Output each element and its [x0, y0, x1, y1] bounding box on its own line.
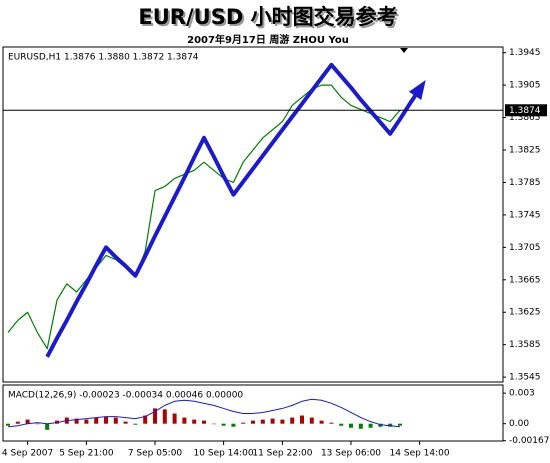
macd-bar	[45, 423, 50, 430]
arrowhead	[408, 80, 426, 101]
info-text: EURUSD,H1 1.3876 1.3880 1.3872 1.3874	[8, 53, 199, 63]
macd-bar	[104, 416, 108, 424]
macd-bar	[35, 423, 40, 425]
macd-bar	[398, 423, 402, 426]
macd-bar	[202, 420, 206, 424]
y-tick-label: 1.3625	[509, 308, 541, 318]
macd-bar	[368, 423, 373, 428]
macd-bar	[329, 422, 334, 424]
macd-bar	[319, 420, 324, 424]
shift-marker	[400, 48, 408, 53]
main-panel	[2, 46, 504, 383]
x-tick-label: 14 Sep 14:00	[390, 449, 450, 459]
macd-title: MACD(12,26,9) -0.00023 -0.00034 0.00046 …	[8, 391, 243, 401]
macd-bar	[339, 423, 344, 426]
x-tick-label: 13 Sep 06:00	[321, 449, 381, 459]
macd-panel	[2, 384, 504, 442]
macd-bar	[300, 415, 304, 424]
macd-bar	[172, 413, 177, 424]
x-tick-label: 5 Sep 21:00	[59, 449, 114, 459]
macd-bar	[231, 423, 236, 427]
macd-bar	[280, 419, 285, 424]
y-tick-label: 1.3945	[509, 48, 541, 58]
macd-bar	[290, 417, 295, 424]
last-price-box	[505, 104, 547, 117]
y-tick-label: 1.3825	[509, 146, 541, 156]
macd-bar	[378, 423, 383, 427]
price-line	[7, 84, 401, 350]
macd-bar	[6, 423, 10, 426]
macd-bar	[153, 408, 157, 424]
macd-bar	[358, 423, 363, 429]
y-tick-label: 1.3585	[509, 340, 541, 350]
x-tick-label: 7 Sep 05:00	[128, 449, 183, 459]
macd-bar	[309, 417, 314, 424]
macd-bar	[133, 423, 138, 425]
y-tick-label: 1.3665	[509, 275, 541, 285]
macd-bar	[192, 419, 197, 424]
macd-bar	[270, 418, 275, 424]
y-tick-label: 1.3545	[509, 373, 541, 383]
macd-bar	[211, 423, 216, 425]
y-tick-label: 1.3785	[509, 178, 541, 188]
macd-bar	[143, 415, 148, 424]
macd-bar	[25, 419, 30, 424]
macd-bar	[123, 421, 128, 424]
macd-bar	[182, 417, 187, 424]
chart-subtitle: 2007年9月17日 周游 ZHOU You	[187, 33, 349, 46]
title-shadow: EUR/USD 小时图交易参考	[140, 7, 399, 31]
macd-bar	[74, 418, 79, 424]
x-tick-label: 10 Sep 14:00	[194, 449, 254, 459]
y-tick-label: 0.003	[509, 389, 535, 399]
x-tick-label: 11 Sep 22:00	[252, 449, 312, 459]
y-tick-label: 1.3705	[509, 243, 541, 253]
macd-bar	[388, 423, 393, 427]
y-tick-label: 1.3905	[509, 81, 541, 91]
y-tick-label: -0.00167	[509, 436, 549, 446]
macd-bar	[251, 420, 255, 424]
macd-bar	[260, 419, 265, 424]
macd-bar	[84, 419, 89, 424]
last-price-label: 1.3874	[509, 106, 541, 116]
signal-line	[7, 398, 401, 428]
macd-bar	[221, 423, 226, 426]
y-tick-label: 1.3745	[509, 210, 541, 220]
y-tick-label: 0.00	[509, 419, 529, 429]
macd-bar	[349, 423, 353, 428]
trend-zigzag	[45, 62, 422, 358]
macd-bar	[94, 417, 99, 424]
macd-bar	[241, 422, 246, 424]
y-tick-label: 1.3865	[509, 113, 541, 123]
macd-bar	[162, 409, 167, 424]
macd-bar	[113, 417, 118, 424]
chart-title: EUR/USD 小时图交易参考	[138, 5, 397, 29]
macd-bar	[15, 421, 20, 424]
x-tick-label: 4 Sep 2007	[2, 449, 53, 459]
